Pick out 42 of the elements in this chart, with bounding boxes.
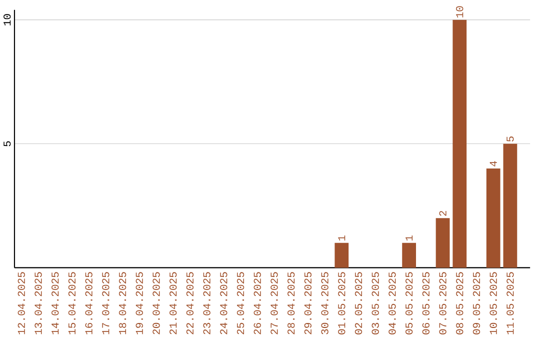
x-tick-label: 07.05.2025 [439, 272, 446, 334]
x-tick-label: 26.04.2025 [254, 272, 261, 334]
bar [402, 242, 416, 268]
data-label: 2 [439, 210, 446, 216]
x-tick-label: 20.04.2025 [152, 272, 160, 334]
x-tick-label: 05.05.2025 [405, 272, 413, 334]
x-tick-label: 04.05.2025 [388, 272, 396, 334]
x-tick-label: 15.04.2025 [68, 272, 76, 334]
x-tick-label: 02.05.2025 [354, 272, 362, 334]
bar [452, 20, 467, 268]
bar [486, 168, 500, 268]
data-label: 1 [406, 235, 413, 240]
x-tick-label: 03.05.2025 [372, 272, 379, 334]
x-tick-label: 30.04.2025 [321, 272, 328, 334]
x-tick-label: 24.04.2025 [220, 272, 228, 334]
x-tick-label: 09.05.2025 [472, 272, 480, 334]
data-label: 10 [456, 6, 464, 18]
x-tick-label: 21.04.2025 [170, 272, 177, 334]
x-tick-label: 06.05.2025 [422, 272, 430, 334]
x-tick-label: 08.05.2025 [456, 272, 464, 334]
bar [436, 218, 450, 268]
x-tick-label: 14.04.2025 [52, 272, 59, 334]
x-tick-label: 16.04.2025 [85, 272, 92, 334]
x-tick-label: 19.04.2025 [136, 272, 143, 334]
x-tick-label: 10.05.2025 [490, 272, 497, 334]
x-tick-label: 13.04.2025 [34, 272, 42, 334]
x-tick-label: 23.04.2025 [203, 272, 210, 334]
data-label: 1 [338, 235, 346, 240]
x-tick-label: 27.04.2025 [270, 272, 278, 334]
bar [334, 242, 349, 268]
x-tick-label: 28.04.2025 [287, 272, 295, 334]
x-tick-label: 18.04.2025 [118, 272, 126, 334]
x-tick-label: 17.04.2025 [102, 272, 110, 334]
x-tick-label: 01.05.2025 [338, 272, 346, 334]
x-tick-label: 25.04.2025 [236, 272, 244, 334]
data-label: 4 [490, 160, 497, 166]
bar [503, 144, 518, 268]
x-tick-label: 22.04.2025 [186, 272, 194, 334]
data-label: 5 [506, 136, 514, 142]
x-tick-label: 11.05.2025 [506, 272, 514, 334]
x-tick-label: 29.04.2025 [304, 272, 312, 334]
x-tick-label: 12.04.2025 [18, 272, 25, 334]
